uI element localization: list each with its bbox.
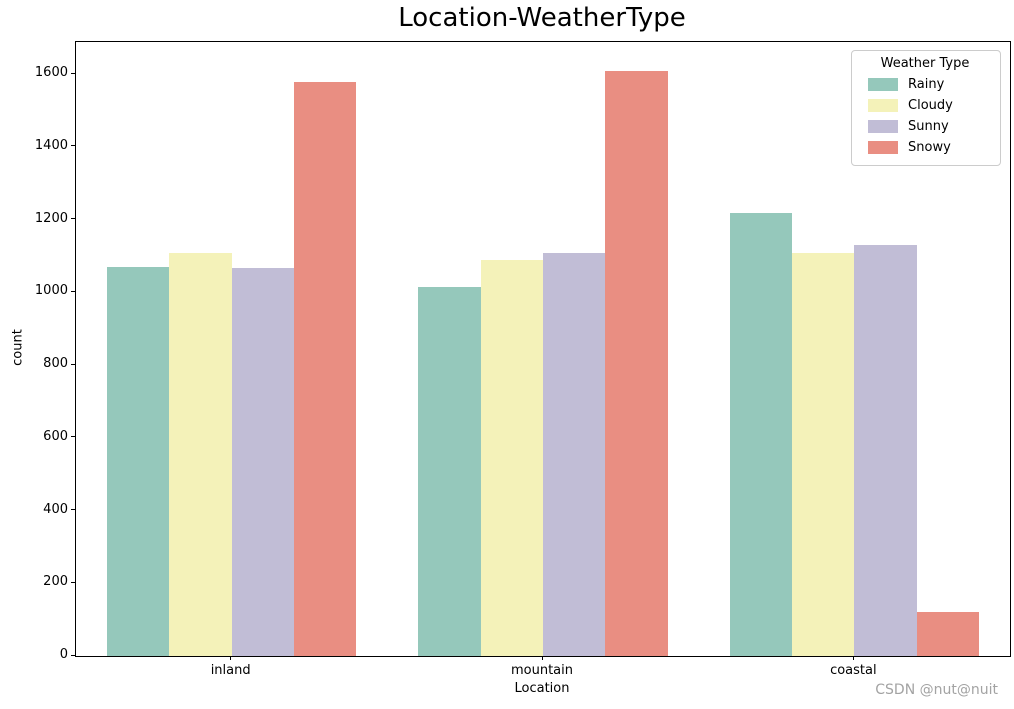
y-tick-mark: [71, 290, 75, 292]
y-tick-label: 1000: [34, 283, 68, 299]
x-tick-mark: [541, 656, 543, 660]
legend-swatch-rainy: [868, 78, 898, 91]
legend-label-cloudy: Cloudy: [908, 98, 953, 113]
bar-mountain-cloudy: [480, 260, 543, 656]
legend-swatch-sunny: [868, 120, 898, 133]
y-tick-label: 1200: [34, 210, 68, 226]
y-tick-mark: [71, 145, 75, 147]
plot-area: Weather Type Rainy Cloudy Sunny Snowy: [75, 41, 1011, 657]
x-axis-label: Location: [514, 681, 570, 696]
y-tick-label: 800: [43, 356, 68, 371]
bar-inland-snowy: [293, 82, 357, 656]
watermark: CSDN @nut@nuit: [875, 682, 998, 698]
bar-mountain-snowy: [605, 71, 668, 656]
bar-coastal-snowy: [916, 612, 979, 656]
x-tick-mark: [230, 656, 232, 660]
legend-item-cloudy: Cloudy: [860, 95, 990, 116]
bar-inland-rainy: [107, 267, 170, 656]
chart-title: Location-WeatherType: [398, 3, 686, 33]
legend-item-sunny: Sunny: [860, 116, 990, 137]
bar-coastal-sunny: [854, 244, 917, 656]
bar-mountain-rainy: [418, 287, 481, 656]
y-tick-mark: [71, 72, 75, 74]
bar-coastal-cloudy: [792, 252, 855, 656]
y-tick-label: 1600: [34, 65, 68, 80]
x-tick-mark: [852, 656, 854, 660]
x-tick-label-mountain: mountain: [510, 663, 573, 678]
legend-item-snowy: Snowy: [860, 137, 990, 158]
legend-swatch-cloudy: [868, 99, 898, 112]
y-tick-mark: [71, 218, 75, 219]
legend-items: Rainy Cloudy Sunny Snowy: [860, 74, 990, 158]
bar-inland-cloudy: [169, 252, 232, 656]
legend-label-sunny: Sunny: [908, 119, 949, 134]
y-tick-label: 1400: [34, 137, 68, 153]
legend-label-snowy: Snowy: [908, 140, 951, 155]
x-tick-label-coastal: coastal: [830, 663, 877, 678]
legend-swatch-snowy: [868, 141, 898, 154]
y-tick-label: 0: [59, 647, 68, 662]
y-tick-label: 600: [43, 428, 68, 444]
y-tick-mark: [71, 363, 75, 365]
bar-mountain-sunny: [543, 252, 606, 656]
legend-title: Weather Type: [880, 56, 970, 71]
y-tick-mark: [71, 581, 75, 583]
bar-coastal-rainy: [729, 212, 793, 656]
y-axis-label: count: [10, 329, 26, 366]
y-tick-mark: [71, 654, 75, 656]
legend-label-rainy: Rainy: [908, 77, 945, 92]
y-tick-mark: [71, 436, 75, 438]
y-tick-label: 400: [43, 501, 68, 517]
legend: Weather Type Rainy Cloudy Sunny Snowy: [851, 50, 1001, 166]
y-tick-label: 200: [43, 574, 68, 590]
legend-item-rainy: Rainy: [860, 74, 990, 95]
y-tick-mark: [71, 509, 75, 510]
bar-inland-sunny: [231, 268, 294, 656]
x-tick-label-inland: inland: [210, 663, 251, 678]
